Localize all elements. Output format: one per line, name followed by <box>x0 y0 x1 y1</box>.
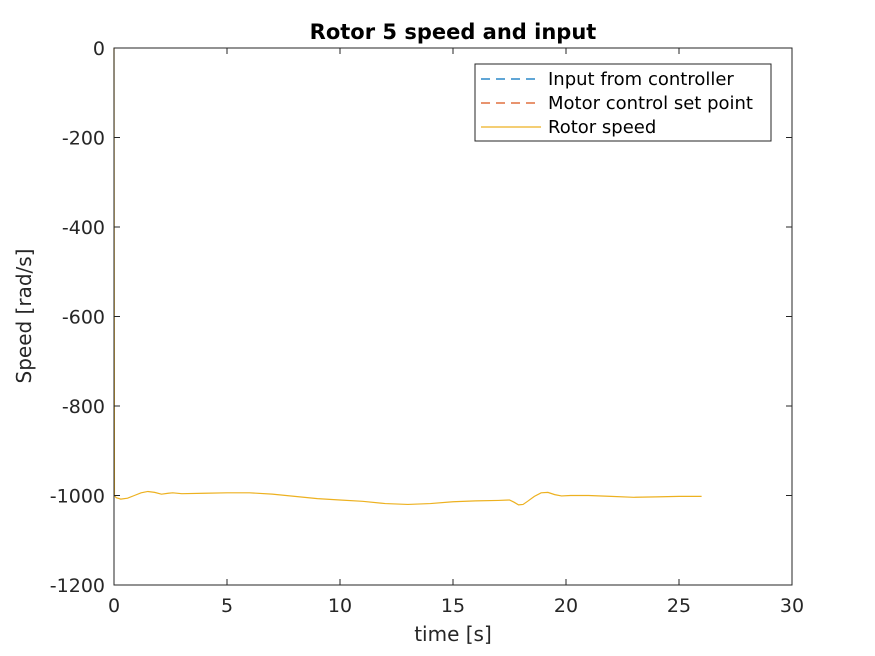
tick-layer: 0 5 10 15 20 25 30 0 -200 -400 -600 -800 -1000 -1200 <box>50 38 804 617</box>
series-line-2 <box>113 47 702 506</box>
legend-label: Motor control set point <box>548 93 753 114</box>
x-tick-label: 0 <box>108 595 120 617</box>
x-tick-label: 20 <box>554 595 578 617</box>
y-tick-label: -800 <box>62 396 105 418</box>
x-tick-label: 30 <box>780 595 804 617</box>
x-tick-label: 25 <box>667 595 691 617</box>
y-tick-label: -400 <box>62 217 105 239</box>
y-tick-label: -600 <box>62 307 105 329</box>
legend: Input from controller Motor control set p… <box>474 63 772 142</box>
x-tick-label: 10 <box>328 595 352 617</box>
legend-box <box>474 63 772 142</box>
y-tick-label: 0 <box>93 38 105 60</box>
y-tick-label: -1200 <box>50 575 105 597</box>
y-axis-label: Speed [rad/s] <box>12 249 36 384</box>
series-layer <box>113 47 702 506</box>
legend-label: Rotor speed <box>548 117 656 138</box>
x-tick-label: 5 <box>221 595 233 617</box>
y-tick-label: -200 <box>62 128 105 150</box>
x-tick-label: 15 <box>441 595 465 617</box>
legend-label: Input from controller <box>548 69 734 90</box>
y-tick-label: -1000 <box>50 486 105 508</box>
chart-title: Rotor 5 speed and input <box>310 20 597 44</box>
x-axis-label: time [s] <box>414 622 492 646</box>
